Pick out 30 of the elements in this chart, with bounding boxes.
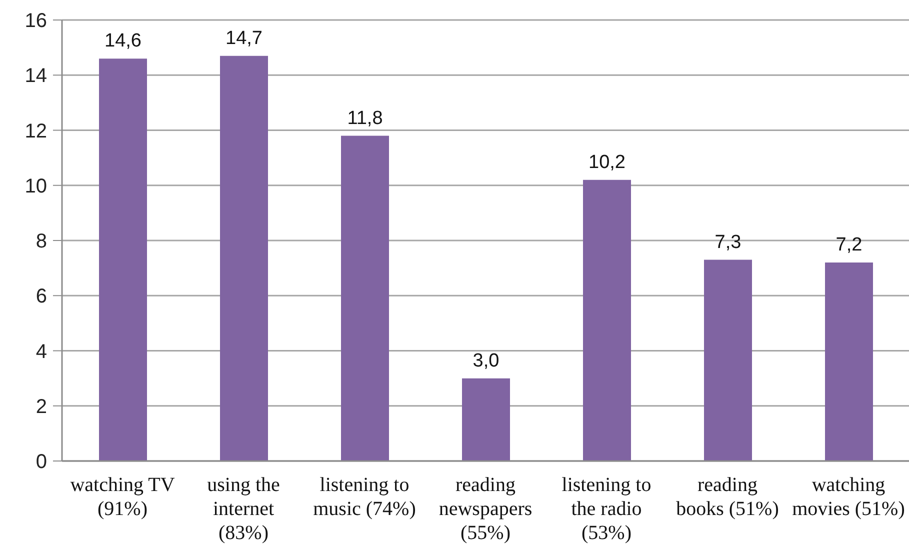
bar bbox=[220, 56, 268, 461]
x-tick-label: using the internet (83%) bbox=[207, 474, 280, 544]
y-tick-label: 2 bbox=[36, 396, 47, 418]
bar bbox=[704, 260, 752, 461]
y-tick-label: 10 bbox=[24, 175, 47, 198]
bar bbox=[341, 136, 389, 461]
y-tick-label: 0 bbox=[36, 451, 47, 474]
x-tick-label: watching TV (91%) bbox=[70, 474, 176, 520]
data-label: 7,3 bbox=[714, 232, 742, 253]
data-label: 3,0 bbox=[472, 350, 500, 372]
bar bbox=[583, 180, 631, 461]
x-tick-label: reading books (51%) bbox=[676, 474, 779, 520]
y-tick-label: 6 bbox=[36, 286, 47, 308]
bar bbox=[825, 262, 873, 461]
y-tick-label: 16 bbox=[24, 10, 47, 32]
x-tick-label: watching movies (51%) bbox=[792, 474, 905, 520]
x-tick-label: reading newspapers (55%) bbox=[438, 474, 532, 544]
y-tick-label: 8 bbox=[36, 230, 47, 253]
bar bbox=[99, 58, 147, 461]
data-label: 11,8 bbox=[347, 108, 383, 129]
data-label: 14,7 bbox=[226, 28, 262, 49]
data-label: 10,2 bbox=[588, 152, 626, 173]
data-label: 7,2 bbox=[836, 234, 862, 256]
x-tick-label: listening to the radio (53%) bbox=[562, 474, 652, 544]
x-tick-label: listening to music (74%) bbox=[313, 474, 416, 520]
y-tick-label: 12 bbox=[24, 120, 47, 142]
y-tick-label: 14 bbox=[24, 65, 47, 88]
y-tick-label: 4 bbox=[36, 340, 47, 363]
data-label: 14,6 bbox=[104, 30, 142, 52]
bar bbox=[462, 378, 510, 461]
